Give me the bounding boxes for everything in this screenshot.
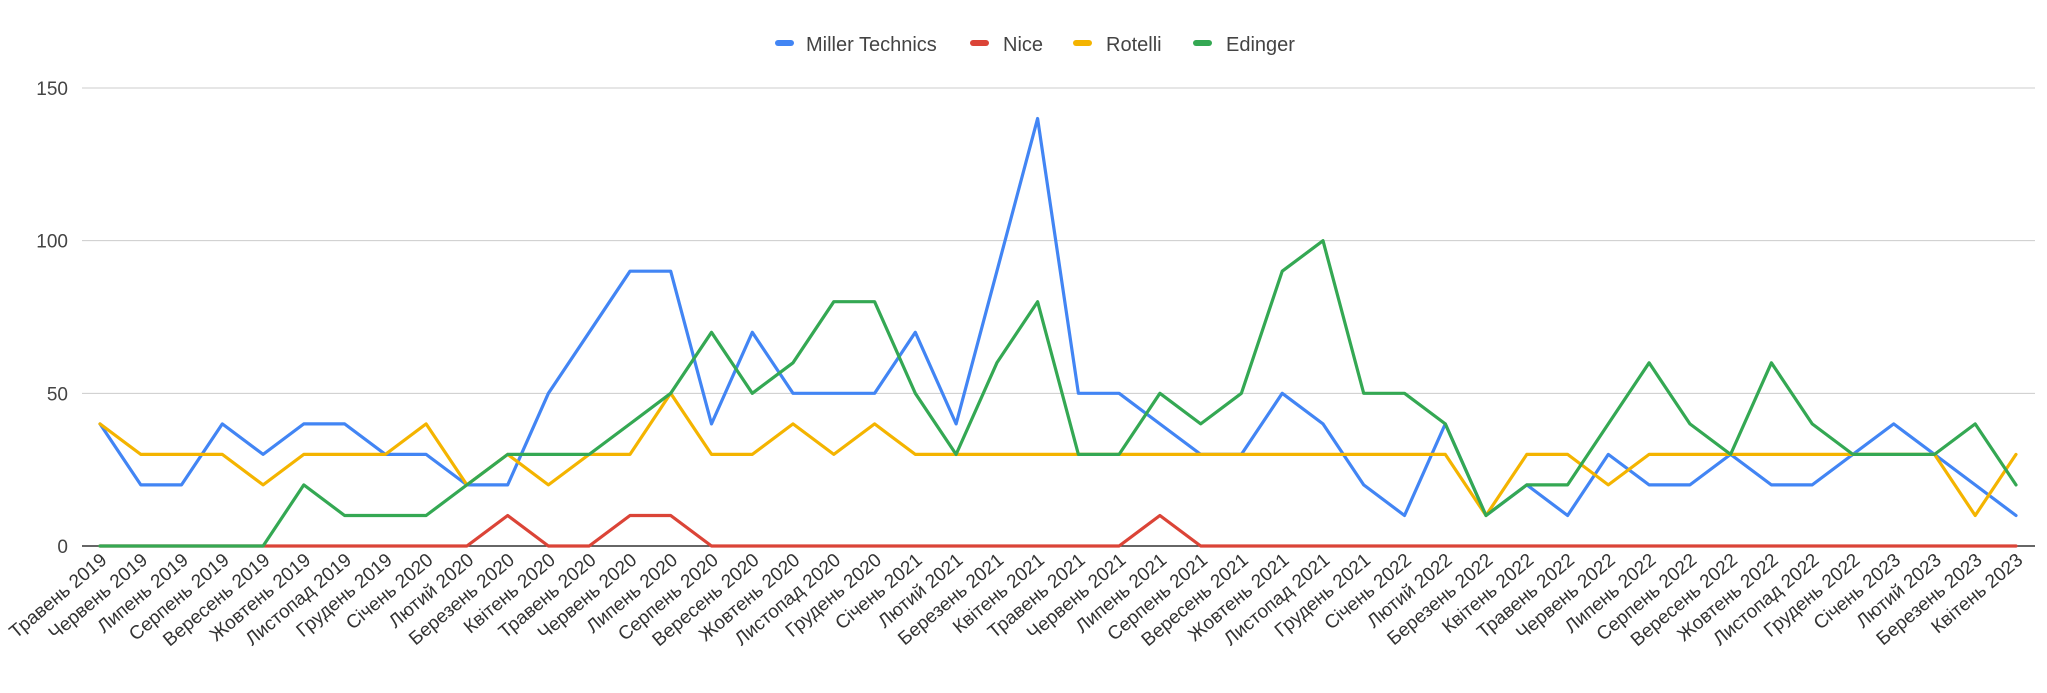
- series-line-rotelli[interactable]: [98, 391, 2018, 518]
- legend-label-edinger: Edinger: [1226, 34, 1295, 56]
- y-tick-label: 150: [36, 79, 68, 100]
- series-lines: [98, 116, 2018, 548]
- y-tick-label: 0: [57, 537, 68, 558]
- legend-item-nice[interactable]: Nice: [970, 34, 1043, 56]
- legend-swatch-nice: [970, 40, 989, 46]
- legend-item-rotelli[interactable]: Rotelli: [1073, 34, 1162, 56]
- legend-swatch-edinger: [1193, 40, 1212, 46]
- series-line-miller-technics[interactable]: [98, 116, 2018, 518]
- y-tick-label: 100: [36, 232, 68, 253]
- legend-item-edinger[interactable]: Edinger: [1193, 34, 1295, 56]
- legend-swatch-rotelli: [1073, 40, 1092, 46]
- legend-label-nice: Nice: [1003, 34, 1043, 56]
- y-tick-label: 50: [47, 384, 68, 405]
- legend-label-rotelli: Rotelli: [1106, 34, 1162, 56]
- legend-item-miller-technics[interactable]: Miller Technics: [775, 34, 937, 56]
- series-line-edinger[interactable]: [98, 239, 2018, 548]
- legend-swatch-miller-technics: [775, 40, 794, 46]
- y-axis-tick-labels: 0 50 100 150: [36, 79, 68, 558]
- series-line-nice[interactable]: [98, 513, 2018, 548]
- legend: Miller Technics Nice Rotelli Edinger: [775, 34, 1295, 56]
- gridlines: [82, 87, 2035, 547]
- legend-label-miller-technics: Miller Technics: [806, 34, 937, 56]
